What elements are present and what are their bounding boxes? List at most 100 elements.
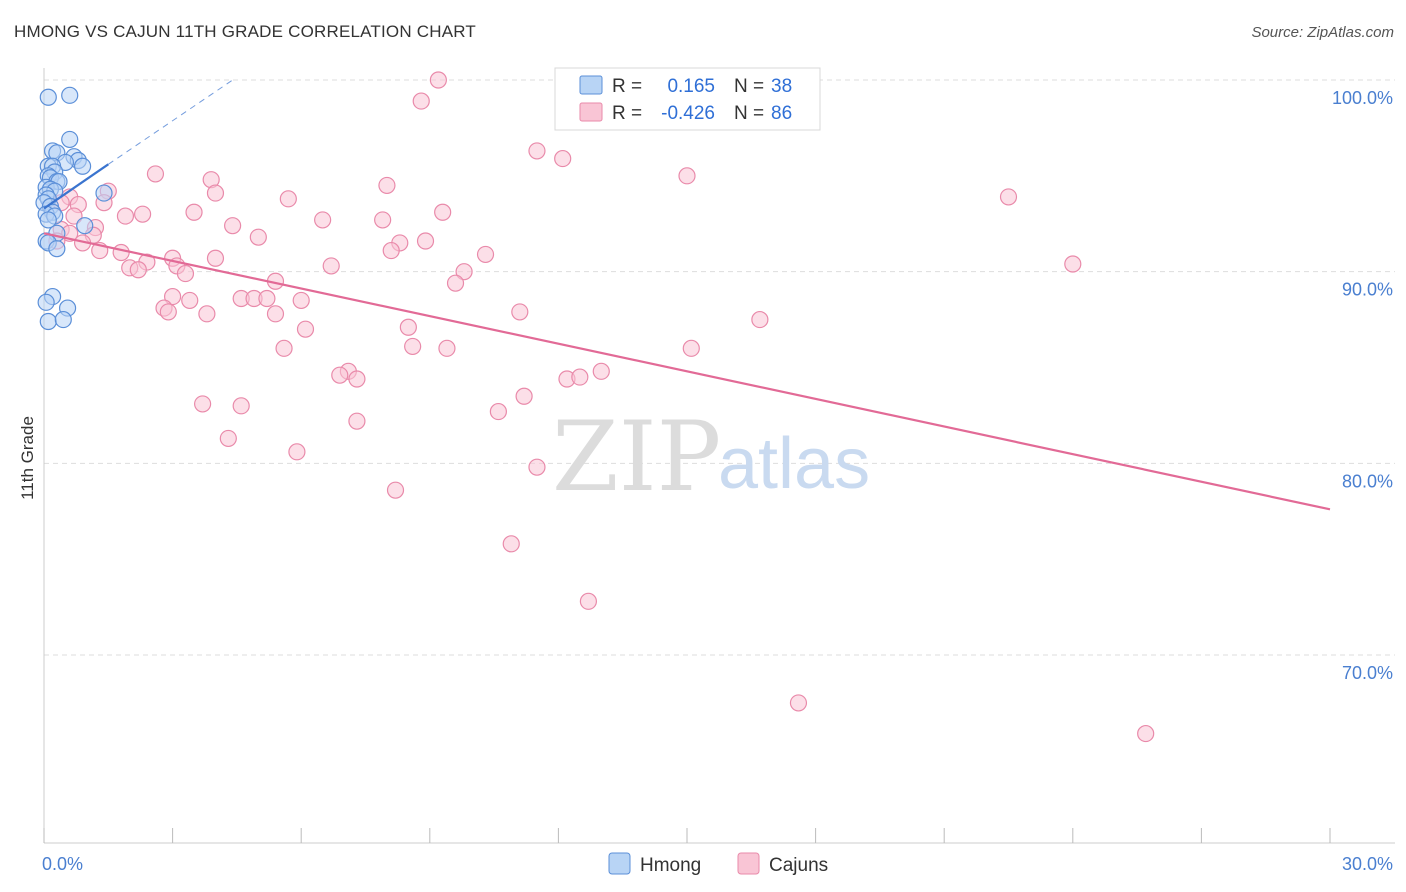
cajun-point [378,176,396,195]
cajun-point [65,207,83,225]
correlation-legend: R = 0.165 N = 38 R = -0.426 N = 86 [554,67,821,131]
bottom-legend-label-hmong: Hmong [640,855,701,876]
cajun-point [159,303,177,321]
cajun-point [176,264,195,283]
cajun-point [348,370,366,388]
hmong-point [48,240,66,258]
chart-title: HMONG VS CAJUN 11TH GRADE CORRELATION CH… [14,22,476,41]
hmong-point [54,310,72,329]
hmong-points [35,86,113,331]
legend-r-label-hmong: R = [612,76,642,97]
cajun-point [279,190,297,208]
cajun-point [412,92,430,110]
cajun-point [476,245,495,264]
legend-swatch-hmong [579,75,603,95]
cajun-point [399,318,417,336]
y-tick-label: 100.0% [1332,88,1393,108]
cajun-point [348,412,366,430]
cajun-point [133,205,152,223]
cajun-point [489,402,507,421]
cajun-point [292,291,310,310]
cajun-point [249,228,267,246]
cajun-point [198,305,216,323]
cajun-point [258,289,276,308]
cajun-point [592,362,610,380]
y-axis-label: 11th Grade [18,416,37,500]
series-legend: Hmong Cajuns [608,852,828,876]
cajun-point [1064,255,1082,273]
cajun-point [579,592,598,610]
cajun-point [416,232,435,250]
cajun-point [275,339,293,357]
watermark-zip: ZIP [552,401,721,513]
cajun-point [455,263,473,281]
gridlines [44,79,1395,656]
legend-n-label-hmong: N = [734,76,764,97]
cajun-point [502,535,520,553]
source-credit: Source: ZipAtlas.com [1251,24,1394,41]
cajun-point [515,387,533,405]
trend-lines [43,79,1331,511]
hmong-point [39,312,57,331]
cajun-point [374,211,392,229]
cajun-point [112,243,130,262]
cajun-point [185,203,203,221]
cajun-point [554,149,572,168]
y-tick-label: 70.0% [1342,663,1393,683]
bottom-legend-label-cajun: Cajuns [769,855,828,876]
cajun-point [404,337,422,356]
cajun-point [682,339,700,357]
x-tick-label: 0.0% [42,854,83,874]
cajun-point [678,167,696,185]
hmong-point [76,217,94,235]
tick-labels: 100.0% 90.0% 80.0% 70.0% 0.0% 30.0% [42,88,1393,874]
hmong-point [61,130,79,149]
cajun-point [446,274,465,292]
cajun-point [116,207,135,225]
legend-swatch-cajun [579,102,603,122]
legend-n-label-cajun: N = [734,103,764,124]
cajun-point [232,397,250,415]
cajun-point [511,303,529,321]
cajun-point [382,241,400,260]
cajun-point [206,249,225,267]
cajun-point [288,443,306,461]
bottom-legend-swatch-cajun [737,852,760,875]
hmong-trend-extension [108,79,233,165]
legend-r-value-hmong: 0.165 [667,76,715,97]
cajun-point [1137,724,1155,743]
cajun-point [331,366,349,384]
hmong-point [39,211,57,229]
cajun-point [528,142,546,160]
cajun-point [219,429,237,448]
cajun-point [194,395,212,413]
cajun-point [429,71,447,89]
legend-n-value-cajun: 86 [771,103,792,124]
cajun-point [751,310,769,329]
cajun-point [434,203,452,221]
hmong-trend-line [43,163,109,210]
legend-n-value-hmong: 38 [771,76,792,97]
legend-r-label-cajun: R = [612,103,642,124]
watermark: ZIP atlas [552,401,870,513]
cajun-point [146,165,165,183]
hmong-point [61,86,79,104]
cajun-point [296,320,315,338]
hmong-point [39,88,57,106]
cajun-point [266,305,285,323]
cajun-point [181,291,199,310]
cajun-point [999,188,1018,206]
hmong-point [73,157,92,175]
cajun-point [206,184,225,202]
cajun-point [528,458,546,476]
axes [43,68,1395,844]
bottom-legend-swatch-hmong [608,852,631,875]
watermark-atlas: atlas [718,424,870,504]
cajun-point [322,257,340,275]
cajun-point [224,217,242,235]
y-tick-label: 90.0% [1342,280,1393,300]
cajun-point [314,211,332,229]
cajun-trend-line [43,232,1331,511]
hmong-point [95,184,113,202]
